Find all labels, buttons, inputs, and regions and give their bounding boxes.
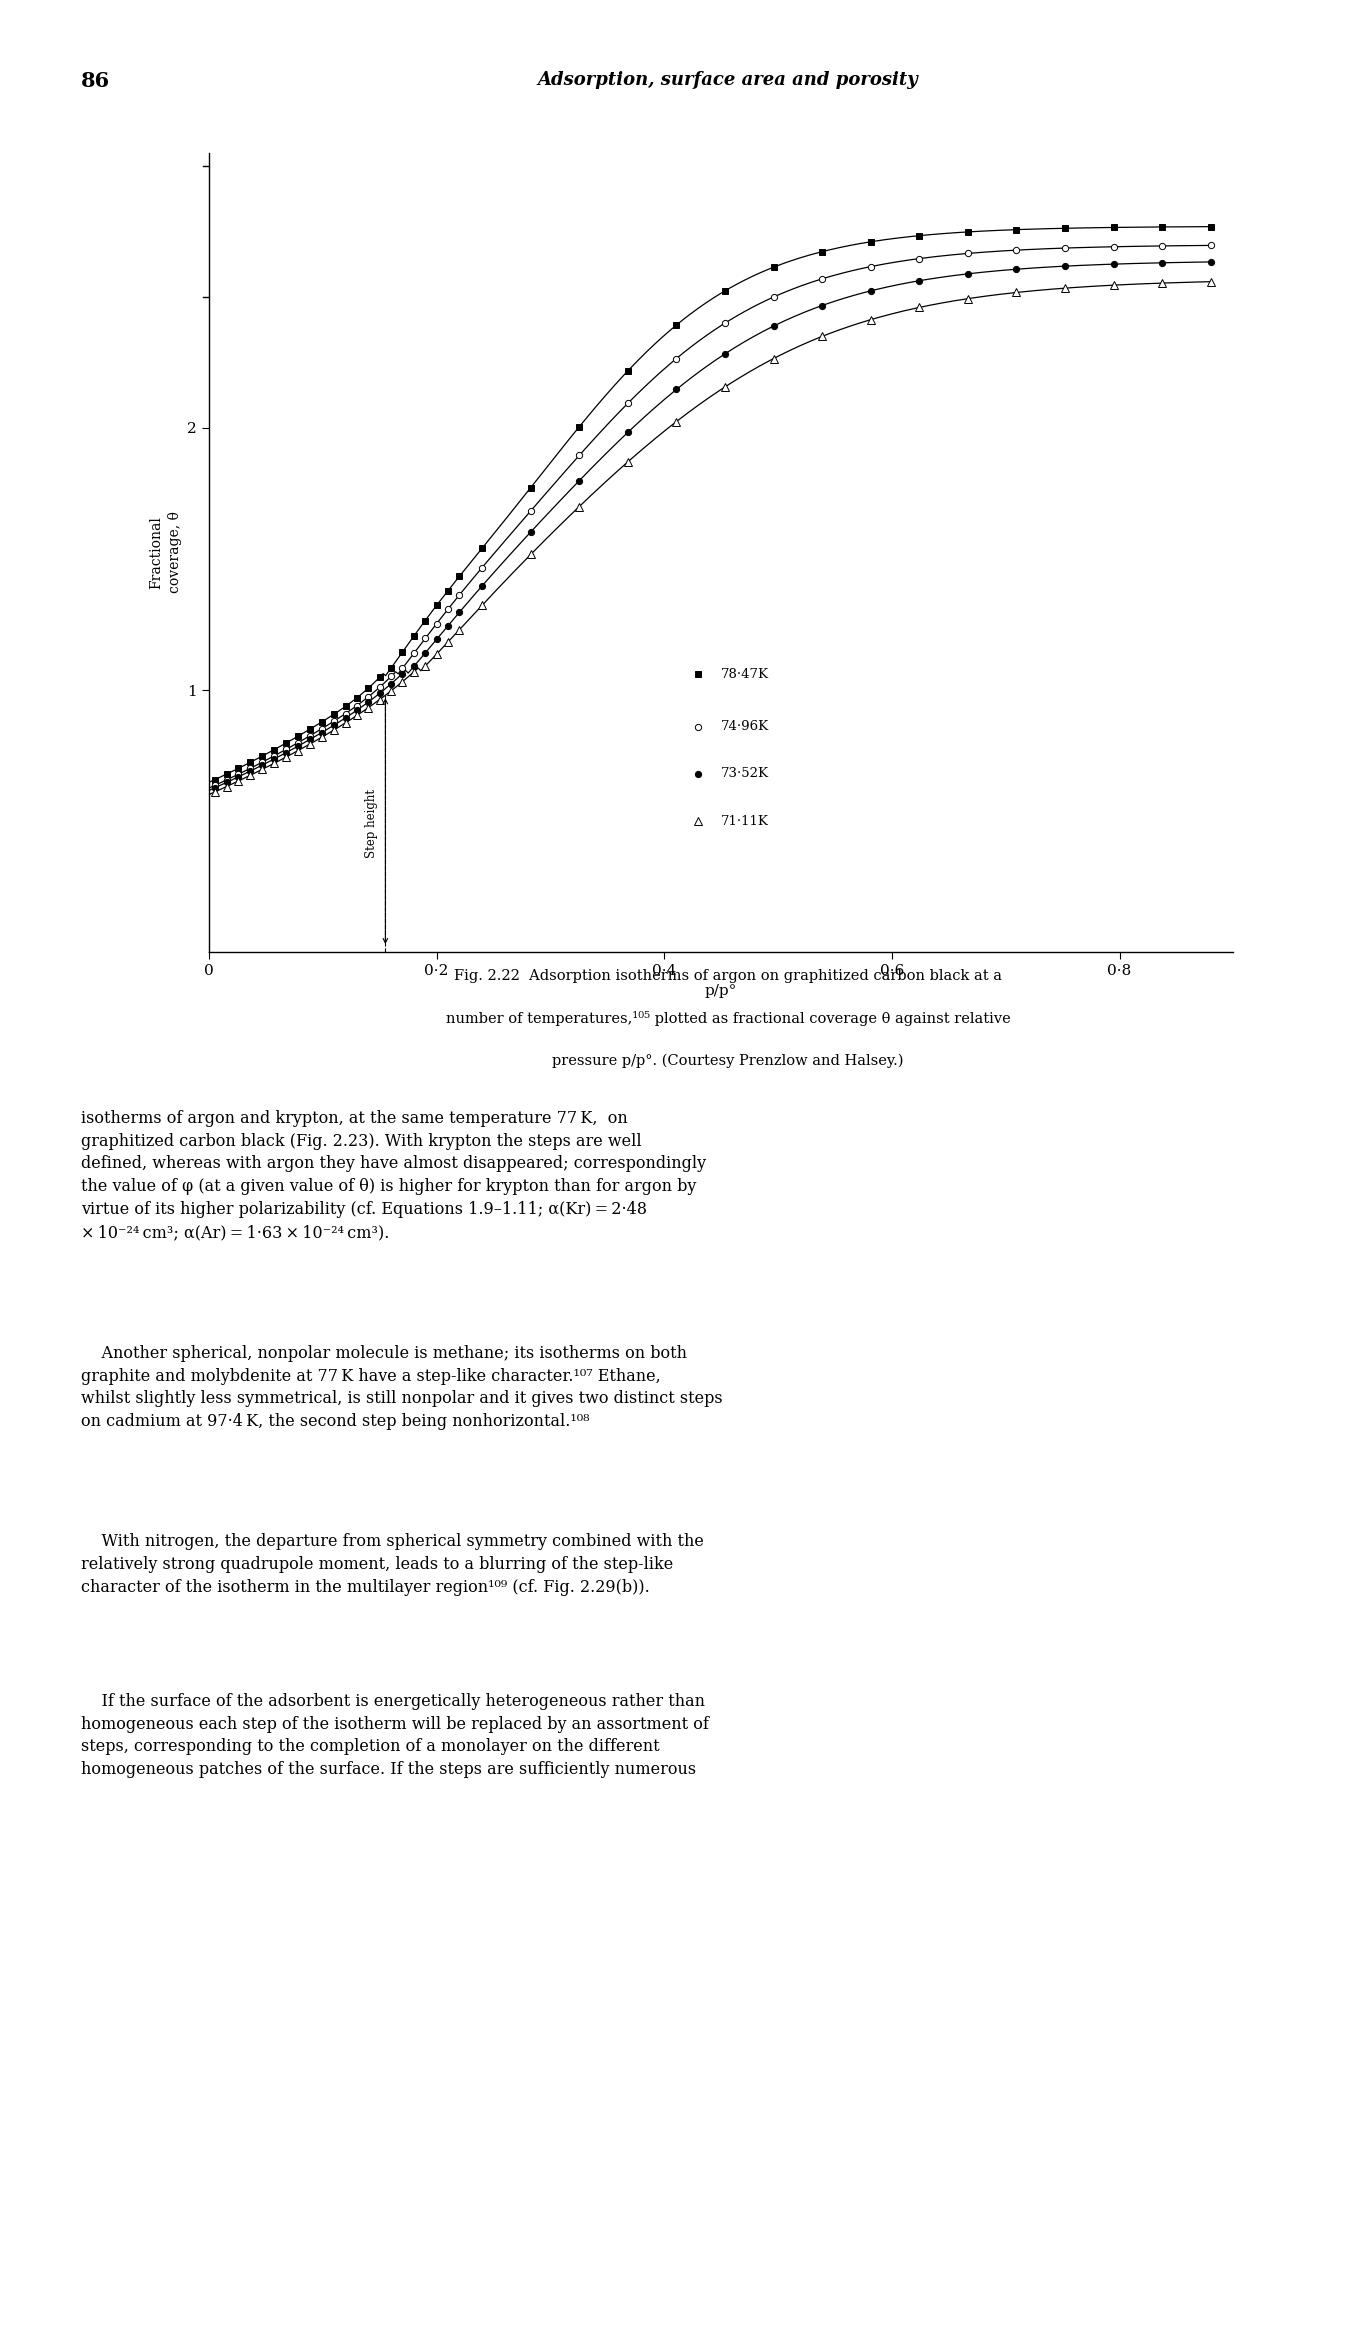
- Text: If the surface of the adsorbent is energetically heterogeneous rather than
homog: If the surface of the adsorbent is energ…: [81, 1693, 709, 1777]
- Text: Adsorption, surface area and porosity: Adsorption, surface area and porosity: [538, 71, 918, 89]
- Text: With nitrogen, the departure from spherical symmetry combined with the
relativel: With nitrogen, the departure from spheri…: [81, 1533, 704, 1596]
- Text: 78·47K: 78·47K: [721, 668, 770, 682]
- X-axis label: p/p°: p/p°: [705, 983, 737, 997]
- Text: Fig. 2.22  Adsorption isotherms of argon on graphitized carbon black at a: Fig. 2.22 Adsorption isotherms of argon …: [454, 969, 1002, 983]
- Text: pressure p/p°. (Courtesy Prenzlow and Halsey.): pressure p/p°. (Courtesy Prenzlow and Ha…: [553, 1053, 903, 1067]
- Y-axis label: Fractional
coverage, θ: Fractional coverage, θ: [150, 513, 182, 592]
- Text: number of temperatures,¹⁰⁵ plotted as fractional coverage θ against relative: number of temperatures,¹⁰⁵ plotted as fr…: [446, 1011, 1010, 1025]
- Text: 74·96K: 74·96K: [721, 719, 770, 734]
- Text: Step height: Step height: [365, 790, 379, 858]
- Text: isotherms of argon and krypton, at the same temperature 77 K,  on
graphitized ca: isotherms of argon and krypton, at the s…: [81, 1110, 706, 1241]
- Text: Another spherical, nonpolar molecule is methane; its isotherms on both
graphite : Another spherical, nonpolar molecule is …: [81, 1345, 723, 1429]
- Text: 71·11K: 71·11K: [721, 813, 770, 828]
- Text: 86: 86: [81, 71, 111, 92]
- Text: 73·52K: 73·52K: [721, 766, 770, 781]
